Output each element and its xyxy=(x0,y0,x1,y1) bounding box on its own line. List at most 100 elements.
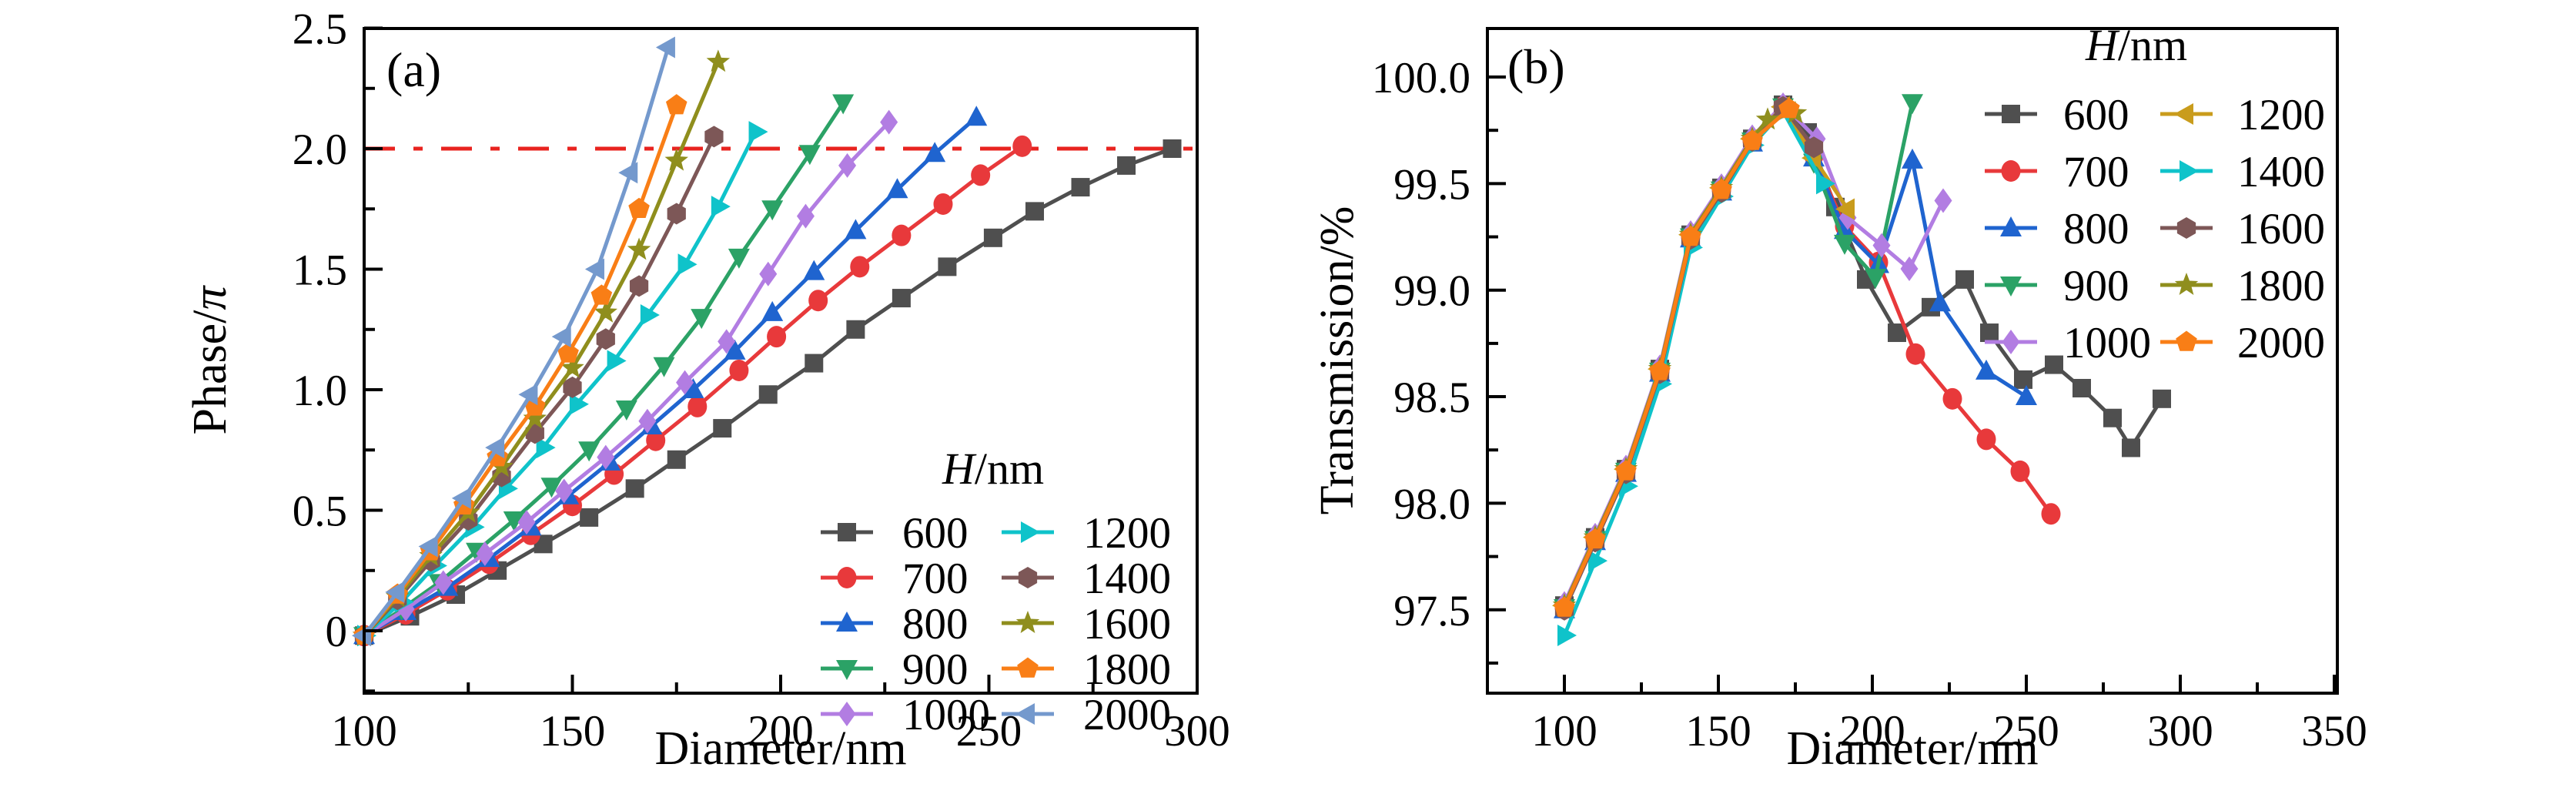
series-900-marker xyxy=(615,400,637,421)
series-700-marker xyxy=(1942,387,1962,410)
x-tick-label: 200 xyxy=(1839,707,1905,756)
legend-marker-triangle-down xyxy=(836,660,858,680)
y-tick-label: 2.5 xyxy=(293,5,347,54)
series-2000-marker xyxy=(655,36,675,59)
y-axis-title: Phase/π xyxy=(184,285,236,435)
legend-marker-diamond xyxy=(838,702,856,726)
legend-label: 900 xyxy=(2063,262,2129,310)
series-2000-marker xyxy=(1711,179,1732,199)
legend-marker-circle xyxy=(2001,160,2021,182)
series-1600-marker xyxy=(560,355,584,378)
series-2000-marker xyxy=(385,581,405,603)
series-600-marker xyxy=(1955,270,1974,289)
series-600-marker xyxy=(2045,355,2063,374)
x-axis: 100 150 200 250 300 xyxy=(331,675,1230,756)
legend-marker-pentagon xyxy=(1017,657,1039,678)
x-tick-label: 150 xyxy=(1685,707,1751,756)
series-900-marker xyxy=(798,145,821,166)
legend-label: 1800 xyxy=(1083,645,1171,694)
series-2000-marker xyxy=(451,487,471,509)
series-1200-marker xyxy=(1835,198,1855,220)
legend-marker-star xyxy=(2174,273,2199,295)
series-600-marker xyxy=(892,289,911,308)
series-900-marker xyxy=(540,478,563,498)
legend-label: 1200 xyxy=(1083,509,1171,558)
series-900-marker xyxy=(1834,234,1855,255)
y-tick-label: 0.5 xyxy=(293,488,347,536)
legend-entry-900: 900 xyxy=(821,645,969,694)
series-1000-marker xyxy=(1900,256,1919,282)
x-tick-label: 100 xyxy=(1531,707,1597,756)
legend-entry-1600: 1600 xyxy=(2160,205,2325,253)
x-tick-label: 300 xyxy=(1164,707,1230,756)
series-2000-marker xyxy=(1778,98,1800,119)
series-700-marker xyxy=(1976,428,1996,451)
legend-label: 600 xyxy=(902,509,969,558)
series-700 xyxy=(1554,96,2061,618)
legend-label: 900 xyxy=(902,645,969,694)
x-tick-label: 250 xyxy=(1993,707,2059,756)
series-900-marker xyxy=(1865,269,1886,290)
series-2000-marker xyxy=(1615,460,1637,481)
series-700-marker xyxy=(1905,343,1925,365)
series-2000-marker xyxy=(485,437,505,459)
panel-a: 100 150 200 250 30000.51.01.52.02.5Diameter/… xyxy=(184,5,1230,776)
y-tick-label: 98.0 xyxy=(1393,480,1470,528)
series-600-marker xyxy=(2153,389,2171,408)
panel-tag: (b) xyxy=(1507,39,1565,94)
series-1000-line xyxy=(362,120,892,638)
series-1600-marker xyxy=(594,300,617,323)
series-700-marker xyxy=(2010,460,2030,482)
legend-entry-1400: 1400 xyxy=(2160,148,2325,196)
series-1400-marker xyxy=(596,328,615,350)
series-1200-marker xyxy=(711,196,731,218)
series-1800-marker xyxy=(1755,107,1780,130)
series-600-marker xyxy=(1025,202,1045,221)
series-1000-marker xyxy=(1872,233,1891,258)
legend-marker-diamond xyxy=(2002,330,2020,354)
x-axis-title: Diameter/nm xyxy=(1786,722,2038,775)
legend-label: 1200 xyxy=(2237,91,2325,139)
plot-frame xyxy=(363,27,1199,695)
x-axis-title: Diameter/nm xyxy=(654,722,906,775)
series-2000-marker xyxy=(418,535,438,558)
series-700-marker xyxy=(808,290,828,312)
series-900-marker xyxy=(691,309,713,330)
legend-marker-triangle-up xyxy=(836,612,858,632)
legend-entry-600: 600 xyxy=(1985,91,2129,139)
series-600-marker xyxy=(2014,370,2032,389)
series-800-marker xyxy=(1902,148,1923,169)
series-1400-line xyxy=(1562,109,1825,638)
legend-label: 600 xyxy=(2063,91,2129,139)
legend-marker-hexagon xyxy=(2176,217,2196,239)
legend-label: 1600 xyxy=(2237,205,2325,253)
series-900-line xyxy=(1562,100,1915,610)
series-900-marker xyxy=(503,511,525,532)
series-600-marker xyxy=(580,508,599,527)
series-700-marker xyxy=(2041,503,2061,525)
legend-marker-triangle-right xyxy=(1021,521,1040,543)
legend-entry-2000: 2000 xyxy=(2160,319,2325,367)
legend-entry-1000: 1000 xyxy=(821,691,990,739)
series-2000 xyxy=(352,36,675,647)
series-1600-marker xyxy=(627,237,651,260)
series-800-marker xyxy=(965,106,988,126)
legend-label: 2000 xyxy=(1083,691,1171,739)
plot-frame xyxy=(1486,27,2339,695)
series-900 xyxy=(1554,94,1923,619)
series-700-marker xyxy=(729,359,749,381)
legend-entry-1400: 1400 xyxy=(1002,555,1171,603)
series-1200-marker xyxy=(569,393,589,415)
legend-entry-800: 800 xyxy=(821,600,969,648)
legend-label: 1800 xyxy=(2237,262,2325,310)
series-700-marker xyxy=(933,193,953,215)
series-800-marker xyxy=(724,339,746,360)
series-1000-marker xyxy=(555,478,574,504)
series-1000-marker xyxy=(1934,188,1952,213)
series-1200-marker xyxy=(748,121,768,143)
series-600-marker xyxy=(938,257,957,276)
legend-entry-2000: 2000 xyxy=(1002,691,1171,739)
series-1000-marker xyxy=(676,370,694,395)
legend-entry-1800: 1800 xyxy=(2160,262,2325,310)
